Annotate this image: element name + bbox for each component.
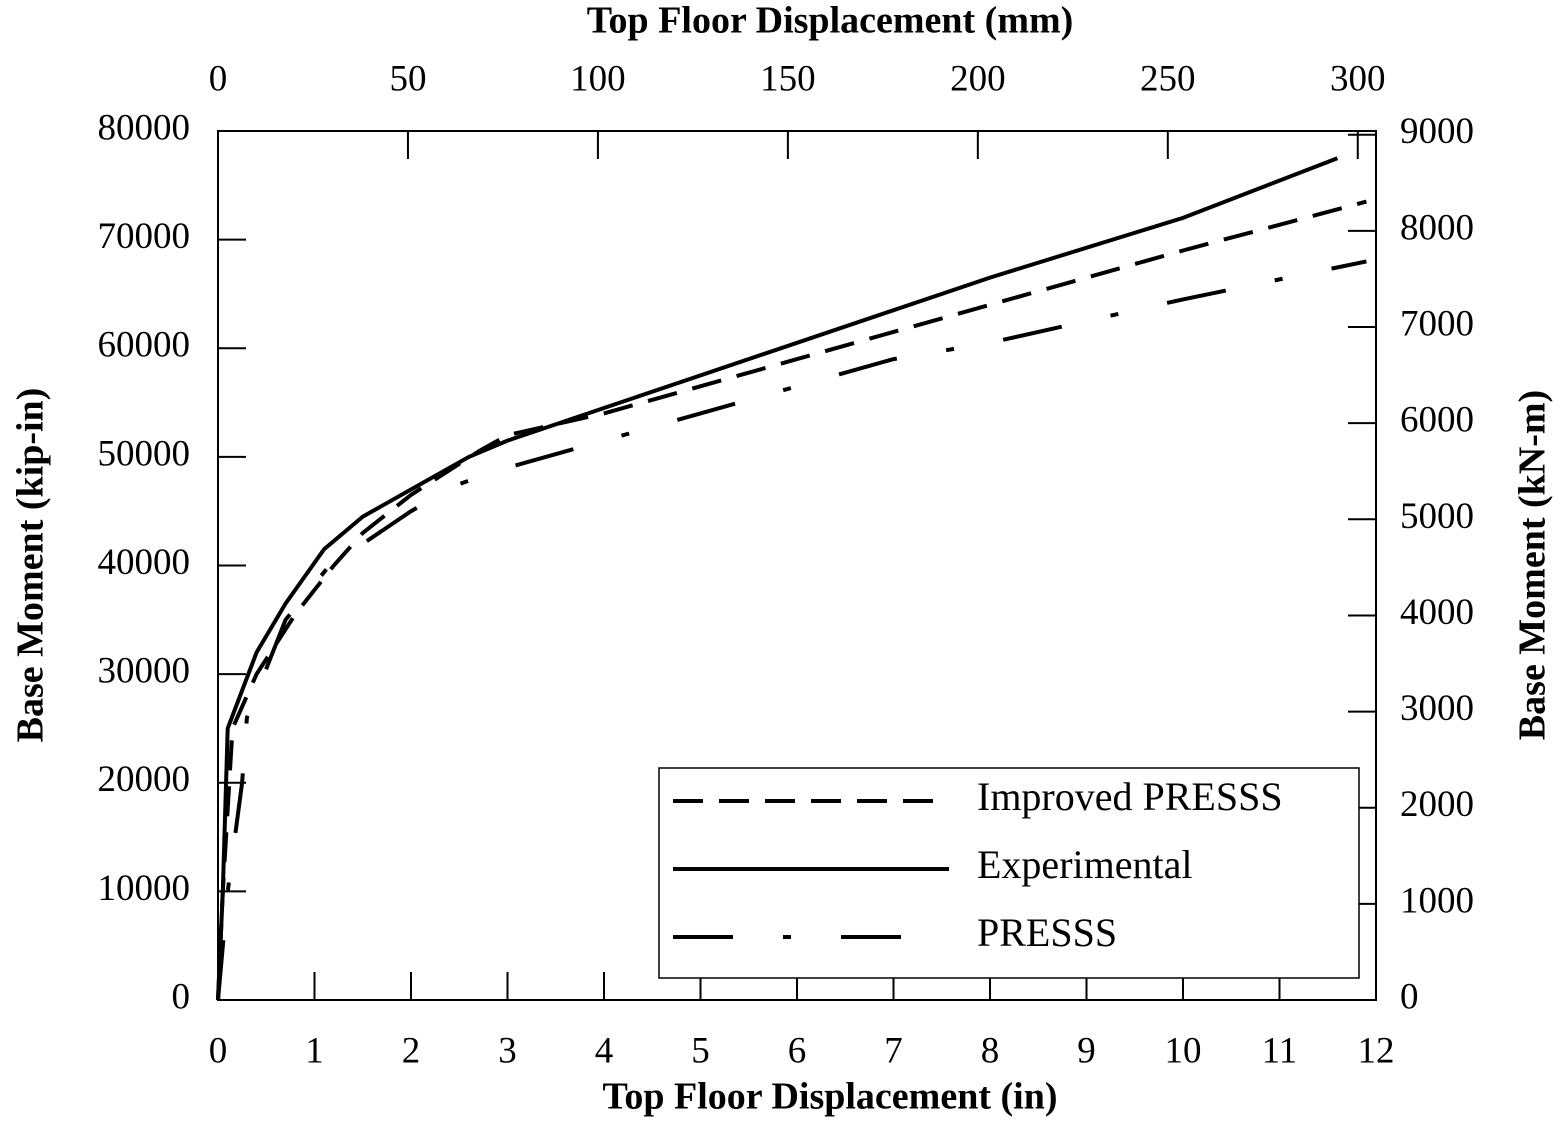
x-tick-label: 4 [595,1030,614,1071]
y2-tick-label: 2000 [1400,784,1474,825]
x-tick-label: 10 [1165,1030,1202,1071]
x-tick-label: 8 [981,1030,1000,1071]
y-tick-label: 80000 [98,107,191,148]
x-tick-label: 1 [305,1030,324,1071]
x-tick-label: 3 [498,1030,517,1071]
legend-label: Experimental [977,842,1192,887]
y2-tick-label: 8000 [1400,207,1474,248]
y-tick-label: 40000 [98,542,191,583]
x-tick-label: 7 [884,1030,903,1071]
legend-label: PRESSS [977,910,1117,955]
x2-tick-label: 250 [1140,58,1196,99]
x-tick-label: 6 [788,1030,807,1071]
x-tick-label: 9 [1077,1030,1096,1071]
y-tick-label: 70000 [98,216,191,257]
series-line [216,199,1367,1001]
x2-tick-label: 0 [209,58,228,99]
y-tick-label: 0 [172,976,191,1017]
x-tick-label: 5 [691,1030,710,1071]
y-tick-label: 60000 [98,325,191,366]
y-tick-label: 20000 [98,759,191,800]
y2-tick-label: 4000 [1400,592,1474,633]
y2-tick-label: 6000 [1400,400,1474,441]
x2-tick-label: 200 [950,58,1006,99]
y2-tick-label: 3000 [1400,688,1474,729]
y2-tick-label: 1000 [1400,880,1474,921]
x2-tick-label: 150 [760,58,816,99]
y2-axis-label: Base Moment (kN-m) [1512,390,1554,740]
y-tick-label: 50000 [98,433,191,474]
y2-tick-label: 7000 [1400,304,1474,345]
y-tick-label: 10000 [98,868,191,909]
x2-tick-label: 100 [570,58,626,99]
y-axis-label: Base Moment (kip-in) [10,388,52,743]
x2-tick-label: 300 [1330,58,1386,99]
x-tick-label: 2 [402,1030,421,1071]
x2-tick-label: 50 [389,58,426,99]
y-tick-label: 30000 [98,651,191,692]
y2-tick-label: 5000 [1400,496,1474,537]
series-line [216,156,1339,1001]
x-tick-label: 11 [1262,1030,1298,1071]
top-axis-label: Top Floor Displacement (mm) [587,0,1074,42]
legend-label: Improved PRESSS [977,774,1283,819]
y2-tick-label: 0 [1400,976,1419,1017]
x-axis-label: Top Floor Displacement (in) [603,1076,1058,1118]
x-tick-label: 12 [1358,1030,1395,1071]
y2-tick-label: 9000 [1400,111,1474,152]
x-tick-label: 0 [209,1030,228,1071]
